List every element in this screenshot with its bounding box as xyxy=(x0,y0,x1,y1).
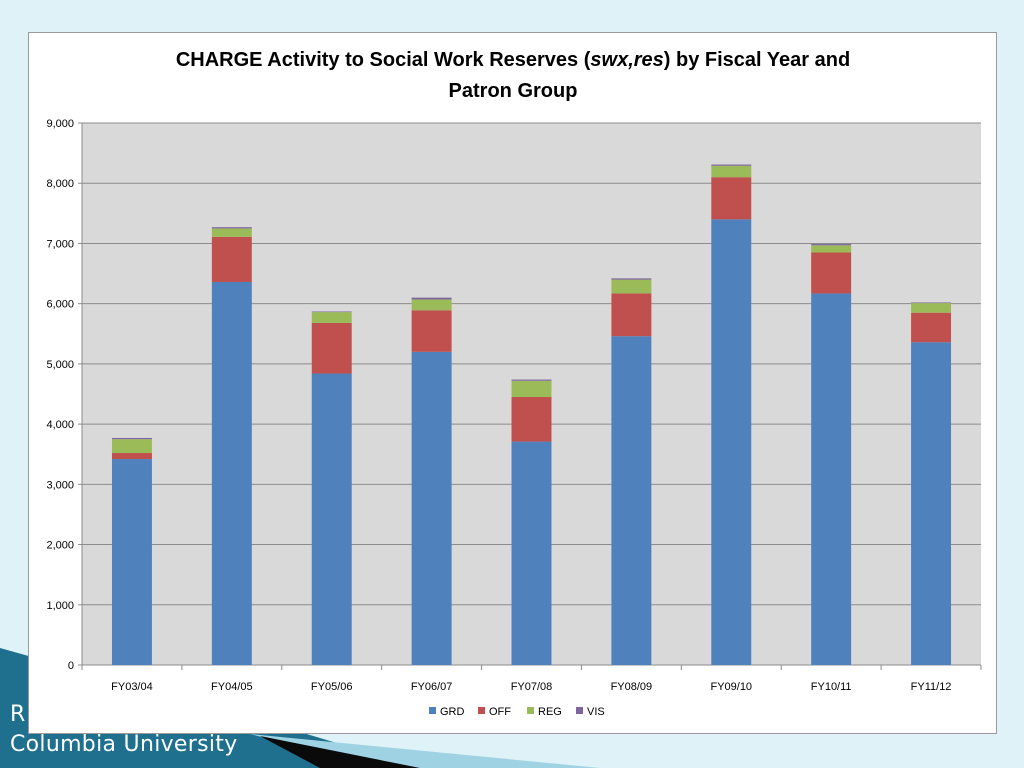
bar-off xyxy=(911,312,952,343)
x-tick-label: FY09/10 xyxy=(710,681,752,693)
x-tick-label: FY06/07 xyxy=(411,681,453,693)
bar-off xyxy=(211,236,252,282)
bar-grd xyxy=(111,459,152,665)
legend-swatch-reg xyxy=(527,707,534,714)
bar-vis xyxy=(611,278,652,280)
y-tick-label: 0 xyxy=(68,660,74,672)
x-tick-label: FY03/04 xyxy=(111,681,153,693)
bar-reg xyxy=(211,228,252,237)
footer-institution: Columbia University xyxy=(10,732,238,757)
legend-label-grd: GRD xyxy=(440,706,465,718)
bar-vis xyxy=(511,379,552,381)
bar-vis xyxy=(411,297,452,300)
y-tick-label: 6,000 xyxy=(46,299,74,311)
bar-vis xyxy=(211,227,252,229)
chart-title-part: swx,res xyxy=(590,49,663,71)
chart-title-part: ) by Fiscal Year and xyxy=(664,49,850,71)
chart-title: CHARGE Activity to Social Work Reserves … xyxy=(176,49,850,71)
legend-label-reg: REG xyxy=(538,706,562,718)
footer-band-dark xyxy=(260,736,420,768)
chart-title-line2: Patron Group xyxy=(449,80,578,102)
x-tick-label: FY05/06 xyxy=(311,681,353,693)
bar-vis xyxy=(111,437,152,440)
bar-vis xyxy=(311,311,352,313)
bar-grd xyxy=(811,293,852,665)
chart-title-part: CHARGE Activity to Social Work Reserves … xyxy=(176,49,591,71)
footer-band-light xyxy=(250,734,600,768)
bar-grd xyxy=(711,219,752,665)
bar-off xyxy=(411,310,452,352)
x-tick-label: FY11/12 xyxy=(911,681,952,693)
legend-label-off: OFF xyxy=(489,706,511,718)
bar-grd xyxy=(411,351,452,665)
bar-reg xyxy=(711,165,752,178)
x-tick-label: FY08/09 xyxy=(611,681,653,693)
bar-reg xyxy=(511,380,552,398)
bar-vis xyxy=(811,244,852,246)
y-tick-label: 8,000 xyxy=(46,178,74,190)
x-tick-label: FY10/11 xyxy=(811,681,852,693)
x-tick-label: FY07/08 xyxy=(511,681,553,693)
y-tick-label: 3,000 xyxy=(46,479,74,491)
legend-swatch-off xyxy=(478,707,485,714)
bar-grd xyxy=(311,373,352,665)
y-tick-label: 7,000 xyxy=(46,238,74,250)
legend-swatch-grd xyxy=(429,707,436,714)
y-tick-label: 4,000 xyxy=(46,419,74,431)
bar-reg xyxy=(811,245,852,253)
bar-grd xyxy=(911,342,952,665)
bar-off xyxy=(311,322,352,374)
bar-vis xyxy=(711,164,752,166)
bar-reg xyxy=(611,279,652,294)
bar-grd xyxy=(511,441,552,665)
legend-label-vis: VIS xyxy=(587,706,605,718)
y-tick-label: 9,000 xyxy=(46,118,74,130)
y-tick-label: 5,000 xyxy=(46,359,74,371)
bar-off xyxy=(811,252,852,294)
x-tick-label: FY04/05 xyxy=(211,681,253,693)
chart-frame: CHARGE Activity to Social Work Reserves … xyxy=(28,32,997,734)
chart: CHARGE Activity to Social Work Reserves … xyxy=(46,49,982,718)
footer-text-line1: R xyxy=(10,702,26,727)
legend-swatch-vis xyxy=(576,707,583,714)
bar-reg xyxy=(911,303,952,313)
bar-reg xyxy=(411,299,452,311)
y-tick-label: 1,000 xyxy=(46,600,74,612)
bar-reg xyxy=(311,312,352,323)
bar-off xyxy=(711,177,752,220)
bar-vis xyxy=(911,302,952,304)
bar-off xyxy=(511,397,552,442)
bar-reg xyxy=(111,439,152,454)
bar-grd xyxy=(611,336,652,665)
bar-off xyxy=(111,453,152,460)
bar-off xyxy=(611,293,652,337)
y-tick-label: 2,000 xyxy=(46,540,74,552)
bar-grd xyxy=(211,281,252,665)
